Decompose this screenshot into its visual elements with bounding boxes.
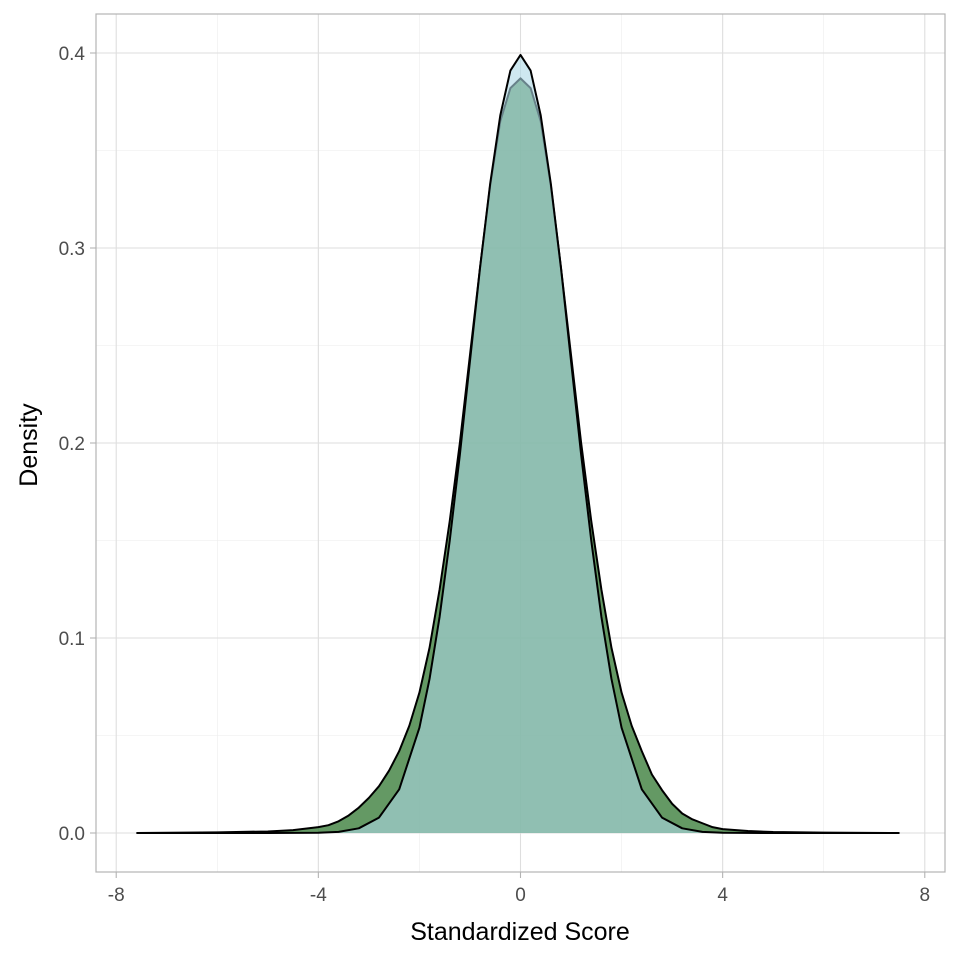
x-tick-label: -4 bbox=[310, 885, 327, 906]
density-area-2 bbox=[136, 54, 900, 833]
y-axis-ticks: 0.0 0.1 0.2 0.3 0.4 bbox=[59, 44, 96, 845]
x-tick-label: 4 bbox=[717, 885, 728, 906]
density-outline-2 bbox=[136, 53, 900, 834]
density-series bbox=[136, 53, 900, 834]
y-tick-label: 0.0 bbox=[59, 824, 85, 845]
y-tick-label: 0.4 bbox=[59, 44, 86, 65]
x-tick-label: 8 bbox=[919, 885, 930, 906]
y-axis-title: Density bbox=[15, 403, 43, 487]
y-tick-label: 0.2 bbox=[59, 434, 85, 455]
y-tick-label: 0.1 bbox=[59, 629, 85, 650]
x-axis-ticks: -8 -4 0 4 8 bbox=[108, 872, 930, 906]
x-tick-label: -8 bbox=[108, 885, 125, 906]
y-tick-label: 0.3 bbox=[59, 239, 85, 260]
x-tick-label: 0 bbox=[515, 885, 526, 906]
x-axis-title: Standardized Score bbox=[410, 918, 630, 946]
